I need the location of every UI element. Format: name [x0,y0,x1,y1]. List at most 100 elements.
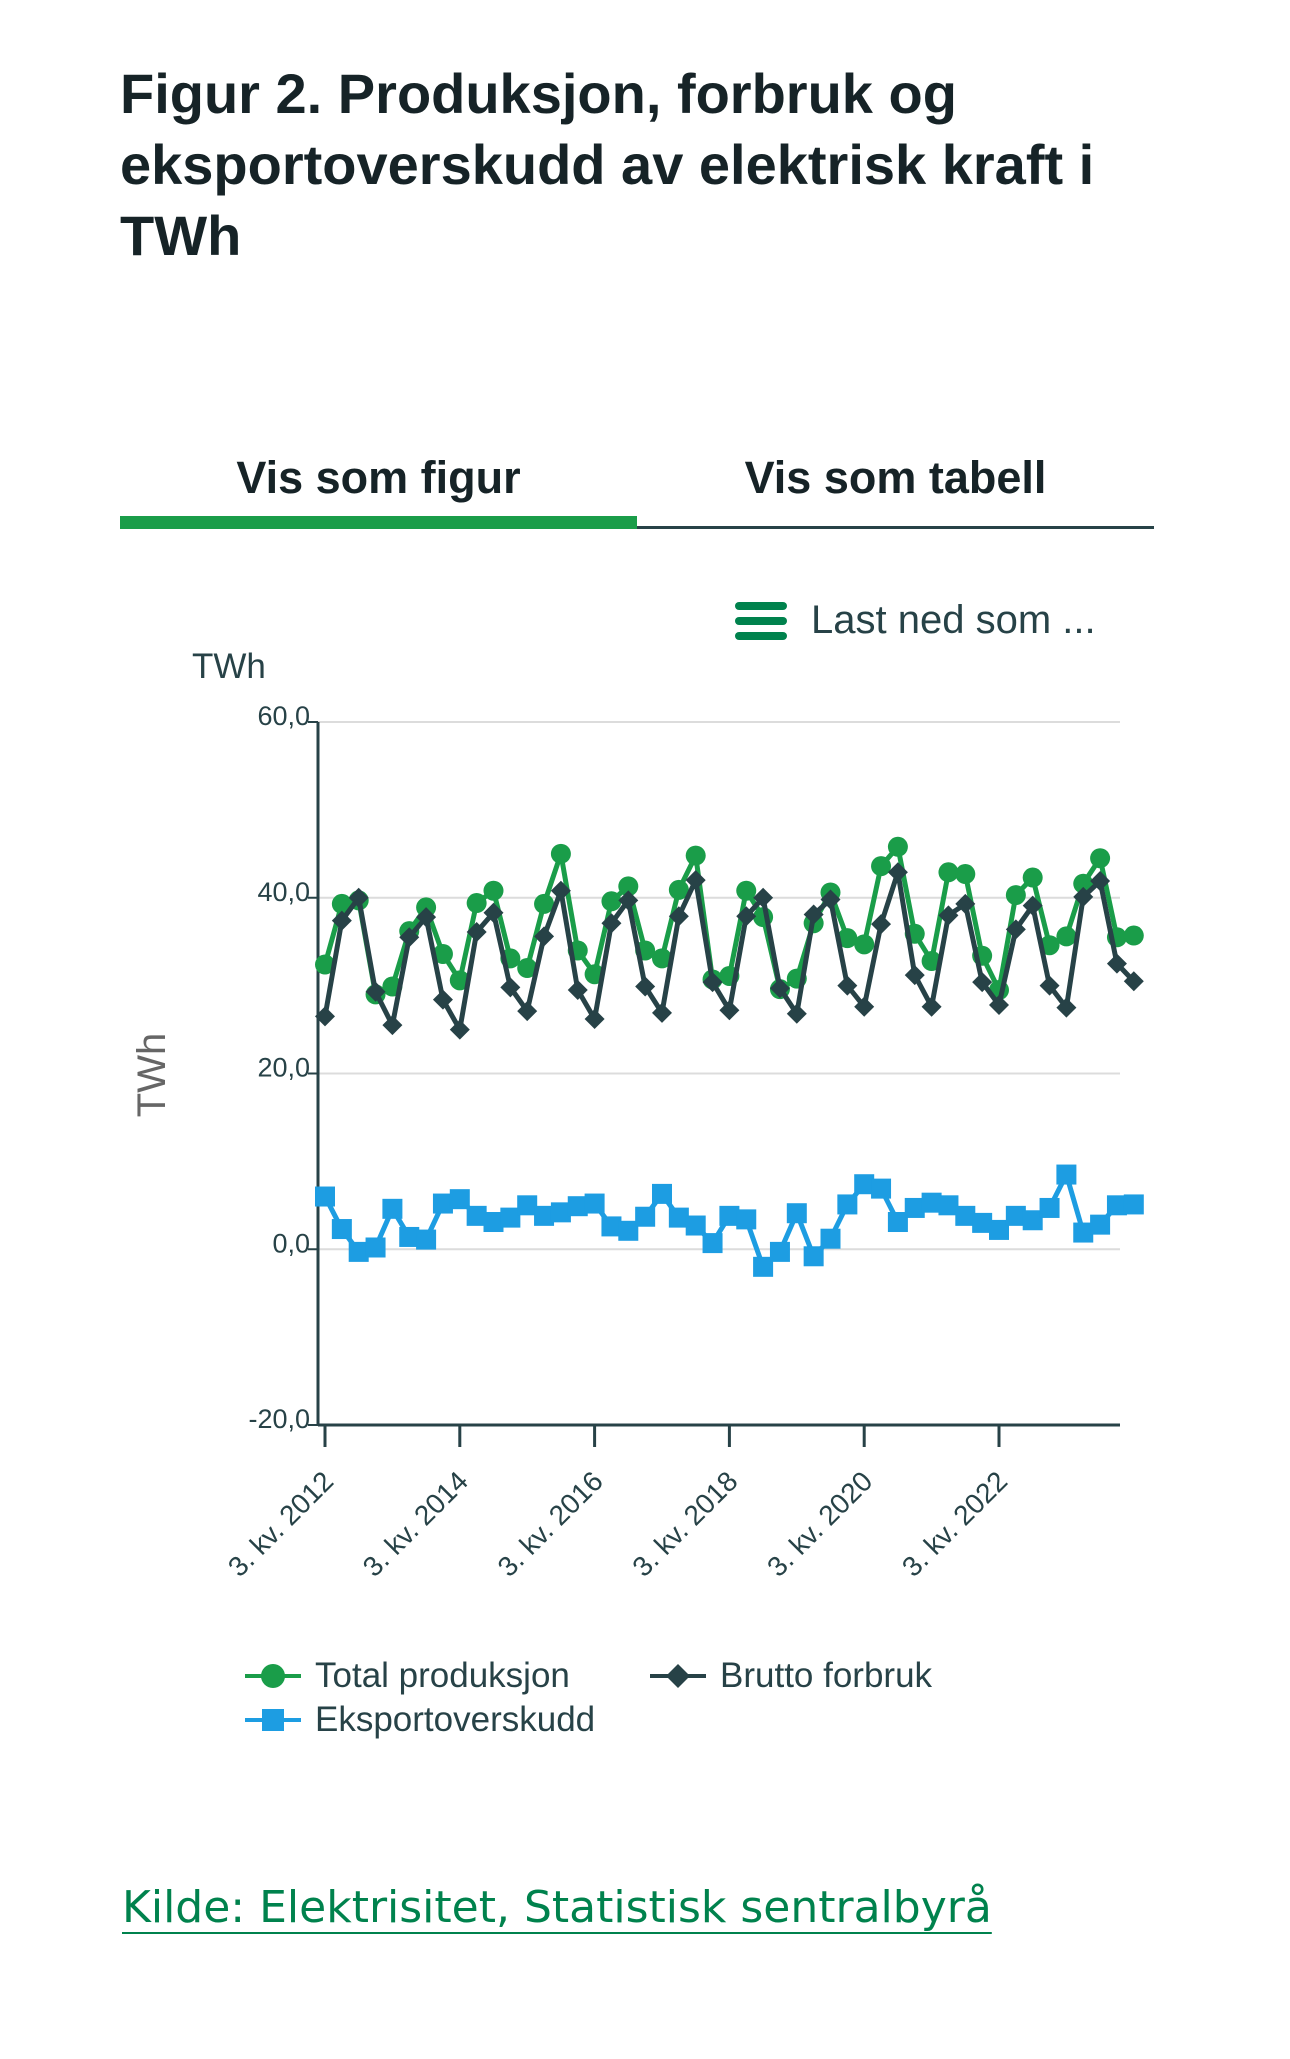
circle-marker-icon [245,1664,301,1688]
data-point-produksjon [601,891,622,912]
data-point-forbruk [820,889,841,910]
data-point-forbruk [786,1003,807,1024]
data-point-produksjon [534,893,555,914]
data-point-eksport [365,1237,386,1258]
data-point-produksjon [668,879,689,900]
legend-label-total-produksjon: Total produksjon [315,1656,570,1695]
data-point-forbruk [449,1019,470,1040]
data-point-eksport [500,1207,521,1228]
data-point-forbruk [719,1000,740,1021]
data-point-eksport [820,1228,841,1249]
data-point-forbruk [803,904,824,925]
data-point-eksport [652,1183,672,1204]
x-tick-label: 3. kv. 2022 [896,1465,1013,1582]
data-point-eksport [1106,1195,1127,1216]
data-point-eksport [786,1203,807,1224]
data-point-forbruk [668,906,689,927]
data-point-forbruk [1039,975,1060,996]
hamburger-menu-icon [735,601,787,640]
data-point-forbruk [652,1002,672,1023]
data-point-eksport [331,1219,352,1240]
data-point-produksjon [685,845,706,866]
data-point-forbruk [315,1006,335,1027]
square-marker-icon [245,1709,301,1731]
data-point-eksport [972,1212,993,1233]
data-point-forbruk [938,905,959,926]
data-point-eksport [921,1192,942,1213]
download-label: Last ned som ... [811,598,1096,642]
tab-vis-som-tabell[interactable]: Vis som tabell [744,452,1047,503]
data-point-eksport [702,1233,723,1254]
legend-label-eksportoverskudd: Eksportoverskudd [315,1700,596,1739]
source-link[interactable]: Kilde: Elektrisitet, Statistisk sentralb… [122,1882,992,1933]
data-point-produksjon [955,864,976,885]
data-point-forbruk [1090,871,1111,892]
data-point-forbruk [854,996,875,1017]
data-point-eksport [685,1215,706,1236]
data-point-forbruk [584,1009,605,1030]
download-menu-button[interactable]: Last ned som ... [735,598,1096,643]
data-point-forbruk [416,907,437,928]
data-point-forbruk [921,996,942,1017]
data-point-eksport [534,1205,555,1226]
x-tick-label: 3. kv. 2012 [222,1465,339,1582]
data-point-eksport [449,1189,470,1210]
data-point-forbruk [685,870,706,891]
data-point-forbruk [500,977,521,998]
data-point-produksjon [466,893,487,914]
data-point-forbruk [618,890,639,911]
y-tick-label: 60,0 [257,701,310,731]
data-point-forbruk [399,927,420,948]
data-point-forbruk [1123,971,1144,992]
y-tick-label: 40,0 [257,877,310,907]
data-point-eksport [348,1241,369,1262]
legend-item-eksportoverskudd[interactable]: Eksportoverskudd [245,1700,595,1740]
data-point-produksjon [331,893,352,914]
data-point-eksport [483,1212,504,1233]
data-point-produksjon [1005,885,1026,906]
data-point-forbruk [769,978,790,999]
data-point-forbruk [483,902,504,923]
y-axis-title: TWh [130,1033,174,1117]
data-point-produksjon [550,843,571,864]
y-tick-label: 0,0 [272,1228,310,1258]
unit-label: TWh [192,647,266,686]
data-point-produksjon [887,836,908,857]
data-point-forbruk [887,862,908,883]
data-point-forbruk [1056,997,1077,1018]
data-point-produksjon [432,943,453,964]
data-point-produksjon [938,862,959,883]
legend-item-total-produksjon[interactable]: Total produksjon [245,1656,570,1696]
data-point-produksjon [837,928,858,949]
data-point-produksjon [1123,925,1144,946]
data-point-eksport [837,1194,858,1215]
legend-item-brutto-forbruk[interactable]: Brutto forbruk [650,1656,932,1696]
data-point-eksport [1056,1164,1077,1185]
data-point-eksport [550,1202,571,1223]
data-point-eksport [719,1205,740,1226]
x-tick-label: 3. kv. 2020 [761,1465,878,1582]
tab-vis-som-figur[interactable]: Vis som figur [120,430,637,529]
data-point-eksport [989,1219,1009,1240]
data-point-forbruk [837,975,858,996]
data-point-eksport [736,1209,757,1230]
data-point-forbruk [382,1015,403,1036]
data-point-produksjon [1090,848,1111,869]
data-point-forbruk [331,910,352,931]
data-point-eksport [904,1197,925,1218]
data-point-forbruk [432,989,453,1010]
x-tick-label: 3. kv. 2016 [492,1465,609,1582]
data-point-forbruk [1022,895,1043,916]
data-point-eksport [753,1256,774,1277]
data-point-eksport [1073,1222,1094,1243]
data-point-forbruk [955,893,976,914]
data-point-produksjon [871,856,892,877]
data-point-eksport [1005,1205,1026,1226]
data-point-forbruk [567,980,588,1001]
data-point-eksport [1090,1214,1111,1235]
data-point-forbruk [601,913,622,934]
data-point-forbruk [365,981,386,1002]
data-point-eksport [567,1196,588,1217]
data-point-forbruk [989,994,1009,1015]
